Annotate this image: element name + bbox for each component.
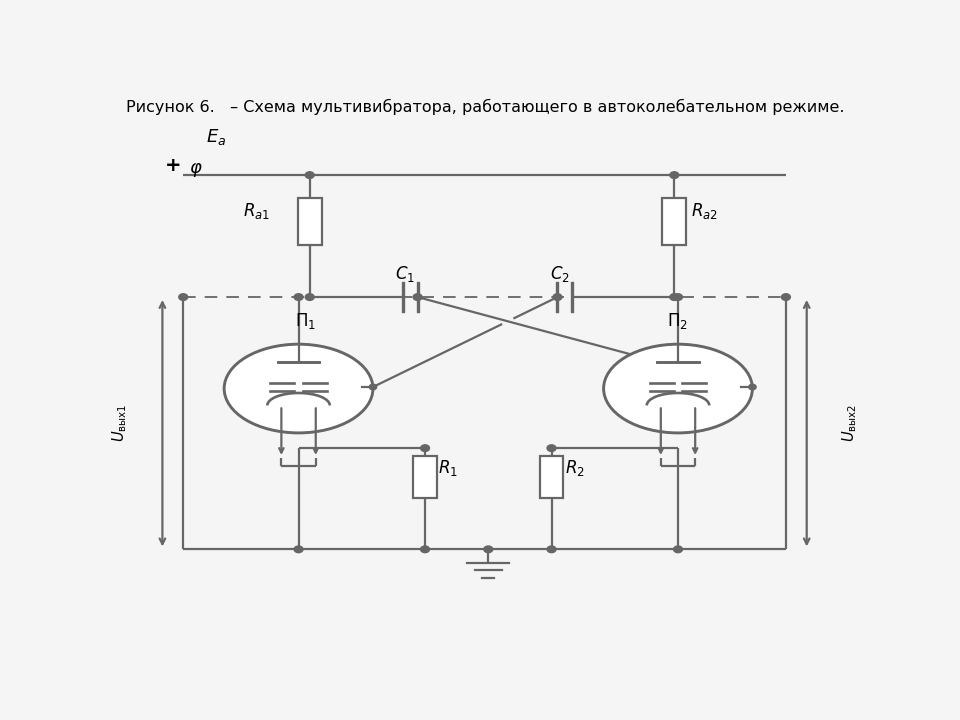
Circle shape: [305, 172, 314, 179]
Bar: [662, 198, 686, 246]
Circle shape: [547, 445, 556, 451]
Text: $R_{a1}$: $R_{a1}$: [243, 201, 270, 221]
Text: +: +: [165, 156, 181, 175]
Circle shape: [781, 294, 790, 300]
Circle shape: [294, 546, 303, 553]
Circle shape: [179, 294, 188, 300]
Text: $\varphi$: $\varphi$: [189, 161, 203, 179]
Text: $C_2$: $C_2$: [550, 264, 570, 284]
Circle shape: [294, 294, 303, 300]
Circle shape: [670, 294, 679, 300]
Circle shape: [674, 294, 683, 300]
Text: $U_{\text{вых}1}$: $U_{\text{вых}1}$: [109, 404, 129, 442]
Circle shape: [305, 294, 314, 300]
Bar: [413, 456, 437, 498]
Circle shape: [670, 172, 679, 179]
Ellipse shape: [224, 344, 372, 433]
Bar: [540, 456, 564, 498]
Circle shape: [370, 384, 376, 390]
Circle shape: [413, 294, 422, 300]
Text: $\Pi_1$: $\Pi_1$: [295, 311, 316, 331]
Ellipse shape: [604, 344, 753, 433]
Text: $R_2$: $R_2$: [564, 458, 585, 478]
Text: $U_{\text{вых}2}$: $U_{\text{вых}2}$: [841, 404, 859, 442]
Circle shape: [674, 546, 683, 553]
Circle shape: [749, 384, 756, 390]
Circle shape: [547, 546, 556, 553]
Text: $E_a$: $E_a$: [205, 127, 226, 147]
Circle shape: [484, 546, 492, 553]
Text: $R_1$: $R_1$: [439, 458, 458, 478]
Text: $R_{a2}$: $R_{a2}$: [690, 201, 717, 221]
Circle shape: [420, 546, 429, 553]
Text: $\Pi_2$: $\Pi_2$: [667, 311, 687, 331]
Bar: [298, 198, 322, 246]
Circle shape: [420, 445, 429, 451]
Text: $C_1$: $C_1$: [396, 264, 416, 284]
Circle shape: [553, 294, 562, 300]
Text: Рисунок 6.   – Схема мультивибратора, работающего в автоколебательном режиме.: Рисунок 6. – Схема мультивибратора, рабо…: [126, 99, 845, 114]
